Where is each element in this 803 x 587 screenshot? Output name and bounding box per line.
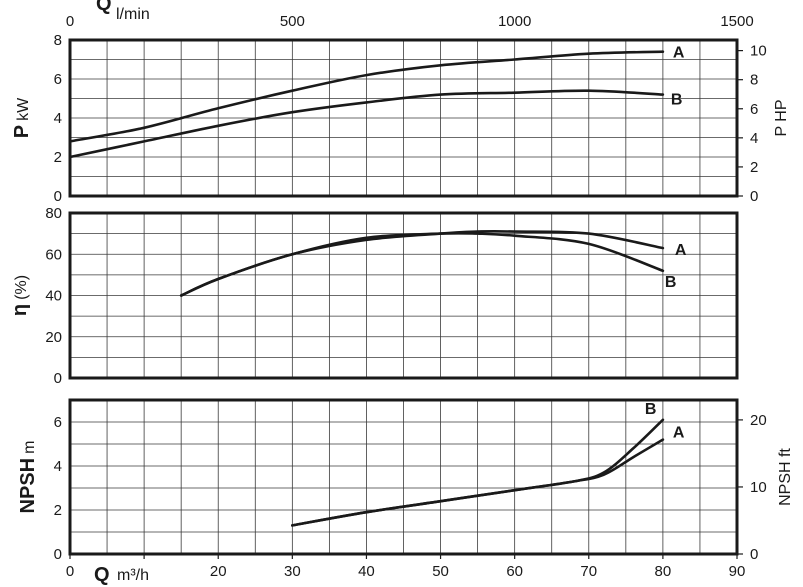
series-label-B: B bbox=[665, 274, 677, 291]
y-tick-label: 20 bbox=[45, 329, 62, 346]
y-axis-label: η (%) bbox=[9, 275, 31, 316]
series-label-A: A bbox=[675, 242, 687, 259]
series-label-A: A bbox=[673, 425, 685, 442]
y-axis-symbol: NPSH bbox=[17, 458, 39, 514]
y2-axis-label: P HP bbox=[773, 99, 790, 136]
x-tick-label: 90 bbox=[729, 563, 746, 580]
y2-tick-label: 8 bbox=[750, 72, 758, 89]
y2-tick-label: 10 bbox=[750, 479, 767, 496]
top-tick-label: 0 bbox=[66, 13, 74, 30]
top-tick-label: 500 bbox=[280, 13, 305, 30]
y-tick-label: 40 bbox=[45, 288, 62, 305]
y2-tick-label: 10 bbox=[750, 43, 767, 60]
y2-axis-label: NPSH ft bbox=[777, 448, 794, 506]
y-axis-symbol: η bbox=[9, 304, 31, 316]
y-axis-symbol: P bbox=[11, 125, 33, 138]
y-axis-label: NPSH m bbox=[17, 441, 39, 514]
y-tick-label: 4 bbox=[54, 110, 62, 127]
y-tick-label: 0 bbox=[54, 546, 62, 563]
series-label-B: B bbox=[645, 401, 657, 418]
x-tick-label: 70 bbox=[580, 563, 597, 580]
y2-tick-label: 4 bbox=[750, 130, 758, 147]
y-axis-label: PkW bbox=[11, 97, 33, 138]
plot-frame bbox=[68, 398, 739, 556]
y-tick-label: 60 bbox=[45, 246, 62, 263]
y-tick-label: 0 bbox=[54, 188, 62, 205]
series-line-A bbox=[68, 50, 665, 143]
y2-tick-label: 0 bbox=[750, 546, 758, 563]
series-label-B: B bbox=[671, 92, 683, 109]
series-line-B bbox=[291, 418, 665, 527]
y2-tick-label: 0 bbox=[750, 188, 758, 205]
top-tick-label: 1500 bbox=[720, 13, 753, 30]
x-tick-label: 30 bbox=[284, 563, 301, 580]
efficiency-panel: 0 20 40 60 80 η (%) AB bbox=[9, 205, 739, 387]
y2-tick-label: 20 bbox=[750, 412, 767, 429]
top-axis-unit: l/min bbox=[116, 6, 150, 23]
y-tick-label: 2 bbox=[54, 502, 62, 519]
x-tick-label: 50 bbox=[432, 563, 449, 580]
y-tick-label: 2 bbox=[54, 149, 62, 166]
top-axis-symbol: Q bbox=[96, 0, 112, 15]
series-line-A bbox=[179, 230, 665, 297]
series-line-B bbox=[179, 231, 665, 297]
y-tick-label: 0 bbox=[54, 370, 62, 387]
plot-frame bbox=[68, 38, 739, 198]
plot-frame bbox=[68, 211, 739, 380]
y2-tick-label: 6 bbox=[750, 101, 758, 118]
y-axis-unit: (%) bbox=[13, 275, 30, 300]
y-tick-label: 4 bbox=[54, 458, 62, 475]
x-tick-label: 80 bbox=[655, 563, 672, 580]
y-tick-label: 6 bbox=[54, 414, 62, 431]
y-tick-label: 6 bbox=[54, 71, 62, 88]
x-tick-label: 20 bbox=[210, 563, 227, 580]
y-axis-unit: kW bbox=[15, 97, 32, 121]
y2-tick-label: 2 bbox=[750, 159, 758, 176]
top-tick-label: 1000 bbox=[498, 13, 531, 30]
x-tick-label: 0 bbox=[66, 563, 74, 580]
series-label-A: A bbox=[673, 45, 685, 62]
y-tick-label: 80 bbox=[45, 205, 62, 222]
y-axis-unit: m bbox=[21, 441, 38, 454]
y-tick-label: 8 bbox=[54, 32, 62, 49]
x-tick-label: 40 bbox=[358, 563, 375, 580]
x-axis-symbol: Q bbox=[94, 564, 110, 586]
series-line-B bbox=[68, 89, 665, 159]
x-axis-unit: m³/h bbox=[117, 567, 149, 584]
x-tick-label: 60 bbox=[506, 563, 523, 580]
